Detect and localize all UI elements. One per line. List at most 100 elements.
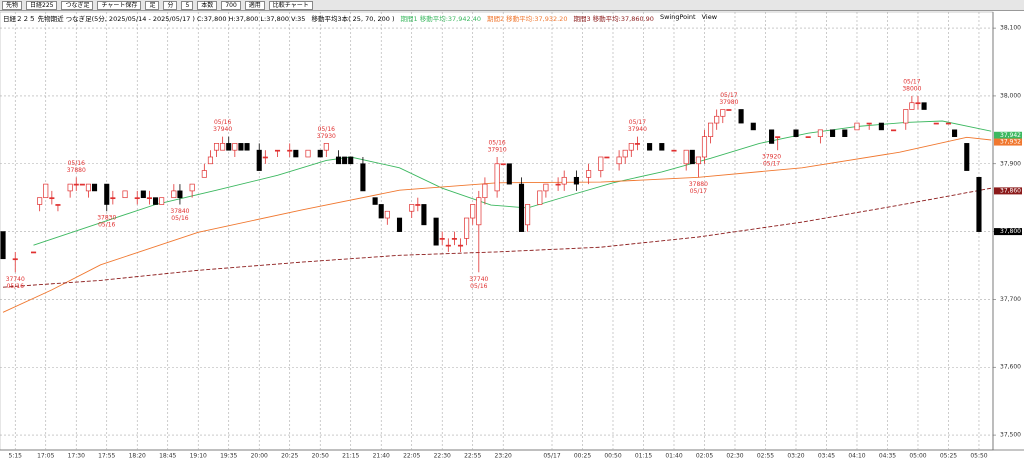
x-tick-label: 22:30 xyxy=(434,453,451,460)
toolbar-control[interactable]: 5 xyxy=(181,0,194,10)
candle-body xyxy=(360,163,366,192)
candle-body xyxy=(695,156,701,165)
swing-text: 37940 xyxy=(628,126,647,133)
swing-text: 05/16 xyxy=(98,222,115,229)
price-tag-label: 37,860 xyxy=(1000,187,1021,194)
candle-body xyxy=(683,149,689,165)
candle-body xyxy=(323,143,329,151)
candle-body xyxy=(421,204,427,226)
swing-text: 05/17 xyxy=(720,92,737,99)
candle-body xyxy=(634,143,640,145)
candle-body xyxy=(244,143,250,151)
candle-body xyxy=(805,136,811,138)
toolbar-control[interactable]: 比較チャート xyxy=(268,0,313,10)
candle-body xyxy=(464,217,470,239)
y-tick-label: 37,700 xyxy=(1000,296,1021,303)
x-tick-label: 18:20 xyxy=(129,453,146,460)
candle-body xyxy=(177,190,183,199)
candle-body xyxy=(616,156,622,165)
candle-body xyxy=(604,156,610,159)
candle-body xyxy=(506,163,512,185)
toolbar-control[interactable]: チャート保存 xyxy=(97,0,142,10)
candle-body xyxy=(598,156,604,171)
candle-body xyxy=(226,143,232,151)
candle-body xyxy=(817,129,823,137)
toolbar-control[interactable]: 本数 xyxy=(197,0,218,10)
swing-text: 05/17 xyxy=(690,188,707,195)
swing-text: 37880 xyxy=(67,167,86,174)
candle-body xyxy=(726,109,732,111)
x-tick-label: 20:50 xyxy=(312,453,329,460)
candle-body xyxy=(500,163,506,166)
candle-body xyxy=(470,204,476,219)
x-tick-label: 00:25 xyxy=(574,453,591,460)
x-tick-label: 05:25 xyxy=(940,453,957,460)
swing-text: 05/16 xyxy=(171,215,188,222)
toolbar-control[interactable]: 先物 xyxy=(2,0,23,10)
candle-body xyxy=(85,183,91,192)
candle-body xyxy=(238,143,244,151)
ma-settings: 移動平均3本( 25, 70, 200 ) xyxy=(311,15,395,23)
toolbar-control[interactable]: 日経225 xyxy=(26,0,58,10)
candle-body xyxy=(866,122,872,125)
candle-body xyxy=(451,238,457,240)
swing-text: 05/16 xyxy=(488,139,505,146)
y-tick-label: 37,600 xyxy=(1000,364,1021,371)
candle-body xyxy=(622,149,628,158)
candle-body xyxy=(494,163,500,192)
candle-body xyxy=(543,183,549,192)
candle-body xyxy=(152,197,159,205)
candle-body xyxy=(122,190,128,199)
candle-body xyxy=(628,143,634,151)
swing-text: 05/17 xyxy=(629,119,646,126)
toolbar-control[interactable]: 分 xyxy=(163,0,178,10)
candle-body xyxy=(378,204,384,219)
info-extra: SwingPoint xyxy=(659,13,696,21)
x-tick-label: 01:15 xyxy=(635,453,652,460)
x-tick-label: 19:10 xyxy=(190,453,207,460)
swing-text: 05/17 xyxy=(903,78,920,85)
candle-body xyxy=(701,136,708,158)
candle-body xyxy=(293,149,299,158)
swing-text: 05/16 xyxy=(470,283,487,290)
candle-body xyxy=(525,204,531,226)
candle-body xyxy=(952,129,958,137)
swing-text: 37830 xyxy=(97,215,116,222)
candle-body xyxy=(189,183,195,192)
candle-body xyxy=(348,156,354,165)
candle-body xyxy=(110,197,116,200)
candle-body xyxy=(73,183,79,186)
swing-text: 37840 xyxy=(170,208,189,215)
price-tag-label: 37,932 xyxy=(1000,139,1021,146)
y-tick-label: 37,900 xyxy=(1000,160,1021,167)
ma-line xyxy=(2,187,992,288)
legend-entry: 期間1 移動平均:37,942.40 xyxy=(400,15,481,23)
toolbar: 先物 日経225 つなぎ足 チャート保存足分 5 本数 700 適用 比較チャート xyxy=(0,0,1024,11)
chart-info: 日経２２５ 先物期近 つなぎ足(5分, 2025/05/14 - 2025/05… xyxy=(3,15,306,23)
toolbar-control[interactable]: 足 xyxy=(145,0,160,10)
candle-body xyxy=(159,197,165,205)
candle-body xyxy=(213,143,220,151)
x-tick-label: 00:50 xyxy=(604,453,621,460)
x-tick-label: 03:45 xyxy=(818,453,835,460)
x-tick-label: 17:55 xyxy=(98,453,115,460)
candle-body xyxy=(256,149,262,171)
swing-text: 37940 xyxy=(213,126,232,133)
candle-body xyxy=(457,244,464,247)
x-tick-label: 17:30 xyxy=(68,453,85,460)
swing-text: 05/17 xyxy=(763,161,780,168)
candle-body xyxy=(207,156,213,165)
candle-body xyxy=(671,149,677,152)
x-tick-label: 05/17 xyxy=(543,453,560,460)
toolbar-control[interactable]: 適用 xyxy=(244,0,265,10)
candle-body xyxy=(720,109,726,117)
toolbar-control[interactable]: つなぎ足 xyxy=(61,0,94,10)
toolbar-control[interactable]: 700 xyxy=(221,0,241,10)
